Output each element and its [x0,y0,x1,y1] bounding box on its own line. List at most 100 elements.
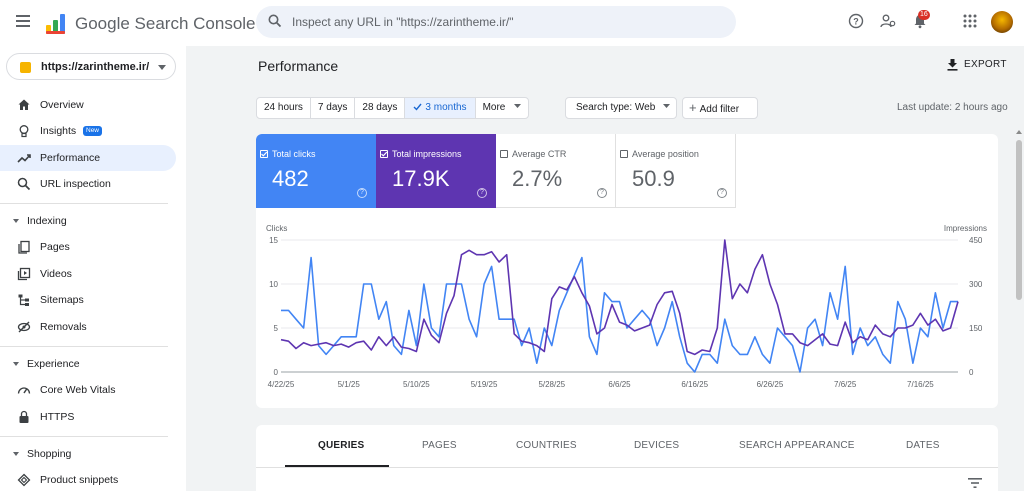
export-button[interactable]: EXPORT [944,57,1008,73]
search-type-filter[interactable]: Search type: Web [565,97,677,119]
y-right-tick-label: 300 [969,280,983,289]
add-filter-button[interactable]: + Add filter [682,97,758,119]
collapse-icon [13,219,19,223]
apps-icon[interactable] [962,13,978,29]
tab-devices[interactable]: DEVICES [634,440,680,451]
tab-dates[interactable]: DATES [906,440,940,451]
y-right-axis-label: Impressions [944,224,987,233]
y-left-tick-label: 10 [269,280,278,289]
x-tick-label: 4/22/25 [268,380,295,389]
tab-search-appearance[interactable]: SEARCH APPEARANCE [739,440,855,451]
range-more[interactable]: More [476,98,529,118]
url-inspection-search[interactable] [256,6,736,38]
manage-users-icon[interactable] [880,13,896,29]
last-update-text: Last update: 2 hours ago [897,102,1008,113]
search-icon [17,177,31,191]
sidebar-item-pages[interactable]: Pages [0,234,176,260]
home-icon [18,99,30,110]
range-3-months[interactable]: 3 months [405,98,476,118]
speed-icon [17,387,31,394]
search-console-logo [46,14,65,34]
sidebar-item-overview[interactable]: Overview [0,92,176,118]
filter-rows-icon[interactable] [968,477,982,489]
x-tick-label: 5/28/25 [538,380,565,389]
checkbox-unchecked[interactable] [500,150,508,158]
date-range-selector: 24 hours 7 days 28 days 3 months More [256,97,530,119]
svg-text:?: ? [853,17,859,27]
metric-average-position[interactable]: Average position 50.9 ? [616,134,736,208]
section-shopping[interactable]: Shopping [0,443,176,465]
range-7-days[interactable]: 7 days [311,98,356,118]
y-right-tick-label: 0 [969,368,974,377]
tab-pages[interactable]: PAGES [422,440,457,451]
app-title: Google Search Console [75,14,256,33]
help-icon[interactable]: ? [597,188,607,198]
checkbox-checked[interactable] [380,150,388,158]
check-icon [413,103,422,111]
x-tick-label: 5/10/25 [403,380,430,389]
sidebar-divider [0,203,168,204]
avatar[interactable] [991,11,1013,33]
x-tick-label: 6/16/25 [681,380,708,389]
x-tick-label: 6/6/25 [608,380,631,389]
lightbulb-icon [19,125,29,138]
range-24-hours[interactable]: 24 hours [257,98,311,118]
y-left-tick-label: 5 [274,324,279,333]
section-indexing[interactable]: Indexing [0,210,176,232]
search-input[interactable] [292,6,722,38]
x-tick-label: 7/16/25 [907,380,934,389]
metric-average-ctr[interactable]: Average CTR 2.7% ? [496,134,616,208]
plus-icon: + [689,100,697,115]
sidebar-item-https[interactable]: HTTPS [0,404,176,430]
diamond-icon [17,473,31,487]
x-tick-label: 5/19/25 [471,380,498,389]
lock-icon [19,410,29,423]
sidebar-item-url-inspection[interactable]: URL inspection [0,171,176,197]
sidebar-item-videos[interactable]: Videos [0,261,176,287]
new-badge: New [83,126,103,136]
checkbox-checked[interactable] [260,150,268,158]
help-icon[interactable]: ? [357,188,367,198]
scroll-up-arrow[interactable] [1016,130,1022,134]
page-scrollbar[interactable] [1014,128,1024,491]
sidebar: https://zarintheme.ir/ Overview Insights… [0,46,186,491]
x-tick-label: 5/1/25 [338,380,361,389]
property-label: https://zarintheme.ir/ [41,61,150,73]
performance-line-chart[interactable]: 0 0 5 150 10 300 15 450 Clicks Impressions 4/22/25… [256,218,998,398]
collapse-icon [13,452,19,456]
section-experience[interactable]: Experience [0,353,176,375]
tab-countries[interactable]: COUNTRIES [516,440,577,451]
sidebar-item-insights[interactable]: Insights New [0,118,176,144]
y-right-tick-label: 450 [969,236,983,245]
top-app-bar: Google Search Console ? 16 [0,0,1024,46]
sidebar-divider [0,346,168,347]
metric-total-clicks[interactable]: Total clicks 482 ? [256,134,376,208]
menu-icon[interactable] [16,15,30,27]
x-tick-label: 7/6/25 [834,380,857,389]
chevron-down-icon [158,65,166,70]
sidebar-item-product-snippets[interactable]: Product snippets [0,467,176,491]
series-line-impressions [280,239,959,356]
tabs-divider [256,467,998,468]
series-line-clicks [281,256,958,373]
checkbox-unchecked[interactable] [620,150,628,158]
performance-chart-card: Total clicks 482 ? Total impressions 17.… [256,134,998,408]
chevron-down-icon [514,104,522,108]
help-icon[interactable]: ? [477,188,487,198]
sidebar-item-core-web-vitals[interactable]: Core Web Vitals [0,377,176,403]
search-icon [268,14,282,28]
sidebar-divider [0,436,168,437]
metric-total-impressions[interactable]: Total impressions 17.9K ? [376,134,496,208]
property-selector[interactable]: https://zarintheme.ir/ [6,53,176,80]
chevron-down-icon [663,104,671,108]
range-28-days[interactable]: 28 days [355,98,406,118]
scroll-thumb[interactable] [1016,140,1022,300]
help-icon[interactable]: ? [717,188,727,198]
sidebar-item-performance[interactable]: Performance [0,145,176,171]
notification-count-badge: 16 [918,10,930,20]
tab-queries[interactable]: QUERIES [318,440,365,451]
sidebar-item-sitemaps[interactable]: Sitemaps [0,287,176,313]
sidebar-item-removals[interactable]: Removals [0,314,176,340]
help-icon[interactable]: ? [848,13,864,29]
y-left-tick-label: 15 [269,236,278,245]
